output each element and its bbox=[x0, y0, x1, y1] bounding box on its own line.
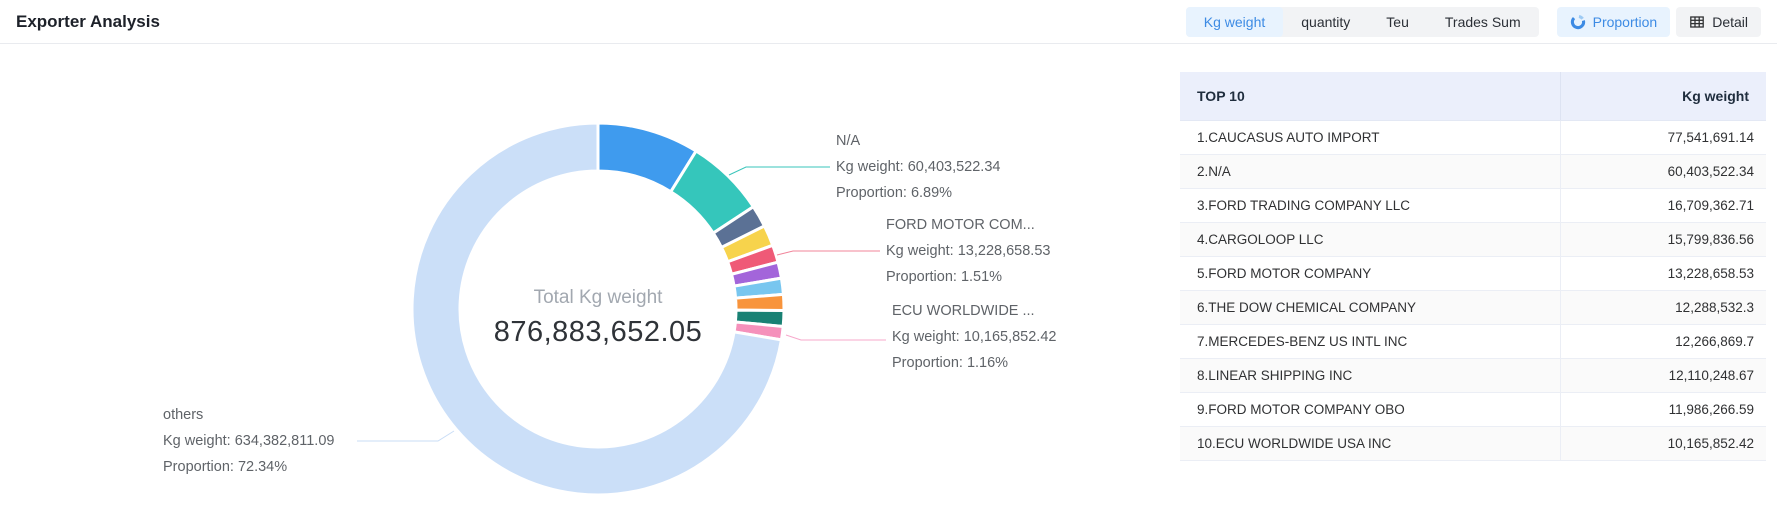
donut-slice-others[interactable] bbox=[410, 121, 784, 497]
exporter-name-cell: 3.FORD TRADING COMPANY LLC bbox=[1180, 188, 1561, 223]
exporter-name-cell: 6.THE DOW CHEMICAL COMPANY bbox=[1180, 290, 1561, 325]
callout-line-n-a bbox=[728, 166, 830, 176]
kg-weight-cell: 11,986,266.59 bbox=[1560, 392, 1766, 427]
donut-chart-icon bbox=[1570, 14, 1585, 29]
page-title: Exporter Analysis bbox=[16, 11, 160, 31]
proportion-button[interactable]: Proportion bbox=[1556, 6, 1671, 37]
kg-weight-cell: 77,541,691.14 bbox=[1560, 120, 1766, 155]
tab-quantity[interactable]: quantity bbox=[1301, 13, 1351, 30]
callout-kg-weight: Kg weight: 10,165,852.42 bbox=[892, 329, 1057, 345]
detail-button[interactable]: Detail bbox=[1676, 6, 1761, 37]
header-controls: Kg weight quantity Teu Trades Sum Proportio… bbox=[1185, 6, 1761, 37]
table-row: 6.THE DOW CHEMICAL COMPANY 12,288,532.3 bbox=[1180, 290, 1766, 325]
callout-name: FORD MOTOR COM... bbox=[886, 217, 1035, 233]
callout-name: others bbox=[163, 407, 204, 423]
table-header-kg-weight: Kg weight bbox=[1560, 72, 1766, 121]
table-icon bbox=[1690, 15, 1705, 28]
donut-slice-linear-shipping-inc[interactable] bbox=[733, 292, 786, 313]
callout-line-ecu-worldwide bbox=[785, 334, 886, 341]
tab-trades-sum[interactable]: Trades Sum bbox=[1444, 13, 1521, 30]
table-row: 8.LINEAR SHIPPING INC 12,110,248.67 bbox=[1180, 358, 1766, 393]
table-row: 1.CAUCASUS AUTO IMPORT 77,541,691.14 bbox=[1180, 120, 1766, 155]
kg-weight-cell: 10,165,852.42 bbox=[1560, 426, 1766, 461]
callout-ecu-worldwide: ECU WORLDWIDE ... Kg weight: 10,165,852.4… bbox=[892, 298, 1056, 376]
callout-others: others Kg weight: 634,382,811.09 Proportio… bbox=[163, 402, 334, 480]
table-header-top10: TOP 10 bbox=[1180, 72, 1561, 121]
table-row: 5.FORD MOTOR COMPANY 13,228,658.53 bbox=[1180, 256, 1766, 291]
callout-n-a: N/A Kg weight: 60,403,522.34 Proportion: 6… bbox=[836, 128, 1000, 206]
table-row: 4.CARGOLOOP LLC 15,799,836.56 bbox=[1180, 222, 1766, 257]
exporter-name-cell: 5.FORD MOTOR COMPANY bbox=[1180, 256, 1561, 291]
view-button-label: Proportion bbox=[1592, 13, 1658, 30]
callout-ford-motor-com: FORD MOTOR COM... Kg weight: 13,228,658.5… bbox=[886, 212, 1050, 290]
callout-line-others bbox=[357, 430, 455, 442]
exporter-name-cell: 9.FORD MOTOR COMPANY OBO bbox=[1180, 392, 1561, 427]
kg-weight-cell: 12,110,248.67 bbox=[1560, 358, 1766, 393]
donut-center-label: Total Kg weight bbox=[533, 287, 663, 308]
kg-weight-cell: 13,228,658.53 bbox=[1560, 256, 1766, 291]
kg-weight-cell: 12,288,532.3 bbox=[1560, 290, 1766, 325]
callout-kg-weight: Kg weight: 634,382,811.09 bbox=[163, 433, 335, 449]
table-header-row: TOP 10 Kg weight bbox=[1180, 72, 1766, 121]
donut-center-total: 876,883,652.05 bbox=[493, 316, 703, 348]
callout-proportion: Proportion: 6.89% bbox=[836, 185, 953, 201]
view-button-label: Detail bbox=[1712, 13, 1748, 30]
callout-proportion: Proportion: 72.34% bbox=[163, 459, 288, 475]
tab-kg-weight[interactable]: Kg weight bbox=[1185, 6, 1284, 37]
tab-teu[interactable]: Teu bbox=[1386, 13, 1409, 30]
callout-name: N/A bbox=[836, 133, 861, 149]
exporter-name-cell: 10.ECU WORLDWIDE USA INC bbox=[1180, 426, 1561, 461]
exporter-name-cell: 8.LINEAR SHIPPING INC bbox=[1180, 358, 1561, 393]
callout-line-ford-motor-com bbox=[776, 250, 880, 256]
callout-proportion: Proportion: 1.51% bbox=[886, 269, 1003, 285]
exporter-name-cell: 4.CARGOLOOP LLC bbox=[1180, 222, 1561, 257]
kg-weight-cell: 15,799,836.56 bbox=[1560, 222, 1766, 257]
chart-area: Total Kg weight 876,883,652.05 N/A Kg wei… bbox=[0, 44, 1777, 517]
exporter-name-cell: 2.N/A bbox=[1180, 154, 1561, 189]
kg-weight-cell: 12,266,869.7 bbox=[1560, 324, 1766, 359]
view-buttons: Proportion Detail bbox=[1556, 6, 1761, 37]
kg-weight-cell: 16,709,362.71 bbox=[1560, 188, 1766, 223]
callout-proportion: Proportion: 1.16% bbox=[892, 355, 1009, 371]
callout-kg-weight: Kg weight: 13,228,658.53 bbox=[886, 243, 1051, 259]
header-bar: Exporter Analysis Kg weight quantity Teu Tr… bbox=[0, 0, 1777, 44]
donut-chart bbox=[357, 121, 886, 497]
table-row: 10.ECU WORLDWIDE USA INC 10,165,852.42 bbox=[1180, 426, 1766, 461]
metric-tabs: Kg weight quantity Teu Trades Sum bbox=[1185, 6, 1539, 37]
top10-table: TOP 10 Kg weight 1.CAUCASUS AUTO IMPORT 7… bbox=[1180, 72, 1766, 461]
table-row: 3.FORD TRADING COMPANY LLC 16,709,362.71 bbox=[1180, 188, 1766, 223]
callout-name: ECU WORLDWIDE ... bbox=[892, 303, 1035, 319]
kg-weight-cell: 60,403,522.34 bbox=[1560, 154, 1766, 189]
callout-kg-weight: Kg weight: 60,403,522.34 bbox=[836, 159, 1001, 175]
table-row: 2.N/A 60,403,522.34 bbox=[1180, 154, 1766, 189]
exporter-name-cell: 7.MERCEDES-BENZ US INTL INC bbox=[1180, 324, 1561, 359]
table-row: 7.MERCEDES-BENZ US INTL INC 12,266,869.7 bbox=[1180, 324, 1766, 359]
exporter-name-cell: 1.CAUCASUS AUTO IMPORT bbox=[1180, 120, 1561, 155]
table-row: 9.FORD MOTOR COMPANY OBO 11,986,266.59 bbox=[1180, 392, 1766, 427]
